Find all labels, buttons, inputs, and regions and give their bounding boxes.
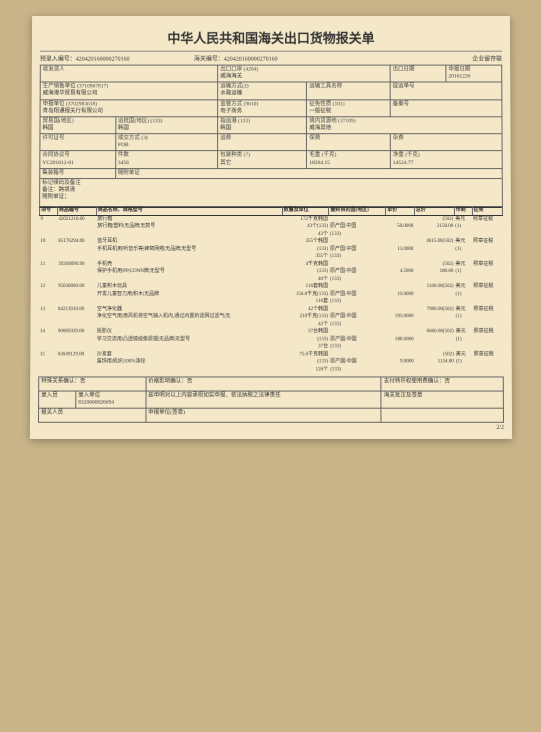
- clerk-lbl: 报关人员: [38, 408, 145, 422]
- producer: 威海港华贸易有限公司: [42, 91, 97, 97]
- consignor-lbl: 收发货人: [42, 67, 64, 73]
- col-no: 项号: [39, 207, 57, 215]
- declaration: 兹申明对以上内容承担如实申报、依法纳税之法律责任: [145, 391, 381, 408]
- customs-no: 海关编号：420420160000270160: [193, 54, 347, 63]
- insurance-lbl: 保费: [309, 135, 320, 141]
- copy-type: 企业留存联: [348, 54, 502, 63]
- dest-country: 韩国: [117, 125, 128, 131]
- dest-country-code: (133): [150, 118, 162, 124]
- footer-table: 特殊关系确认：否 价格影响确认：否 支付特许权使用费确认：否 录入员 录入单位 8…: [38, 376, 504, 423]
- entry-unit: 8320000026694: [78, 400, 114, 406]
- gross: 18264.15: [309, 160, 330, 166]
- header-table: 收发货人 出口口岸 (4204)威海海关 出口日期 申报日期20161226 生…: [39, 65, 503, 207]
- attach-lbl: 随附单证: [117, 170, 139, 176]
- dest-port: 韩国: [220, 125, 231, 131]
- page-no: 2/2: [37, 423, 503, 431]
- bill-no-lbl: 提运单号: [392, 84, 414, 90]
- dest-country-lbl: 运抵国(地区): [117, 118, 148, 124]
- origin-lbl: 境内货源地 (37109): [309, 118, 355, 124]
- net: 14524.77: [392, 160, 413, 166]
- marks-lbl: 标记唛码及备注: [42, 180, 81, 186]
- declarer: 青岛翔通报关行有限公司: [42, 108, 102, 114]
- entry-person-lbl: 录入员: [41, 392, 58, 398]
- customs-sign: 海关批注及签章: [381, 391, 503, 408]
- remark-lbl: 备案号: [392, 101, 408, 107]
- goods-table: 项号 商品编号 商品名称、规格型号 数量及单位 最终目的国(地区) 单价 总价 …: [38, 207, 503, 374]
- declare-date: 20161226: [448, 74, 470, 80]
- trade-country-lbl: 贸易国(地区): [42, 118, 73, 124]
- export-port-lbl: 出口口岸 (4204): [220, 67, 258, 73]
- customs-form: 中华人民共和国海关出口货物报关单 预录入编号：42042016000027016…: [29, 16, 511, 439]
- col-price: 单价: [385, 207, 414, 215]
- transport-mode: 水路运输: [220, 91, 242, 97]
- form-title: 中华人民共和国海关出口货物报关单: [39, 24, 501, 52]
- col-name: 商品名称、规格型号: [96, 207, 282, 215]
- export-port: 威海海关: [220, 74, 242, 80]
- col-curr: 币制: [454, 207, 472, 215]
- pieces: 3456: [117, 160, 128, 166]
- entry-unit-lbl: 录入单位: [78, 392, 100, 398]
- price-confirm: 价格影响确认：否: [145, 377, 381, 391]
- deal-mode-lbl: 成交方式 (3): [117, 135, 147, 141]
- contract-lbl: 合同协议号: [42, 153, 70, 159]
- license-lbl: 许可证号: [42, 135, 64, 141]
- transport-tool-lbl: 运输工具名称: [309, 84, 342, 90]
- deal-mode: FOB: [117, 142, 128, 148]
- exemption: 一般征税: [309, 108, 331, 114]
- transport-mode-lbl: 运输方式(2): [220, 84, 248, 90]
- special-confirm: 特殊关系确认：否: [38, 377, 145, 391]
- declare-date-lbl: 申报日期: [448, 67, 470, 73]
- col-code: 商品编号: [57, 207, 96, 215]
- trade-country: 韩国: [42, 125, 53, 131]
- producer-lbl: 生产销售单位 (3710967817): [42, 84, 107, 90]
- pack-lbl: 包装种类 (7): [220, 153, 250, 159]
- col-dest: 最终目的国(地区): [328, 207, 385, 215]
- declarer-lbl: 申报单位 (3702983618): [42, 101, 96, 107]
- declare-unit: 申报单位(签章): [145, 408, 381, 422]
- exemption-lbl: 征免性质 (101): [309, 101, 344, 107]
- pre-entry-no: 预录入编号：420420160000270160: [39, 54, 193, 63]
- col-qty: 数量及单位: [282, 207, 329, 215]
- container-lbl: 集装箱号: [42, 170, 64, 176]
- marks: 备注：跨境清 随附单证；: [42, 187, 75, 200]
- pack: 其它: [220, 160, 231, 166]
- col-tax: 征免: [472, 207, 502, 215]
- misc-lbl: 杂费: [392, 135, 403, 141]
- pieces-lbl: 件数: [117, 153, 128, 159]
- gross-lbl: 毛重 (千克): [309, 153, 336, 159]
- export-date-lbl: 出口日期: [392, 67, 414, 73]
- origin: 威海其他: [309, 125, 331, 131]
- net-lbl: 净重 (千克): [392, 153, 419, 159]
- contract: YC201612-01: [42, 160, 73, 166]
- supervision: 电子商务: [220, 108, 242, 114]
- freight-lbl: 运费: [220, 135, 231, 141]
- dest-port-lbl: 指运港 (133): [220, 118, 250, 124]
- col-total: 总价: [414, 207, 454, 215]
- pay-confirm: 支付特许权使用费确认：否: [381, 377, 503, 391]
- supervision-lbl: 监管方式 (9610): [220, 101, 258, 107]
